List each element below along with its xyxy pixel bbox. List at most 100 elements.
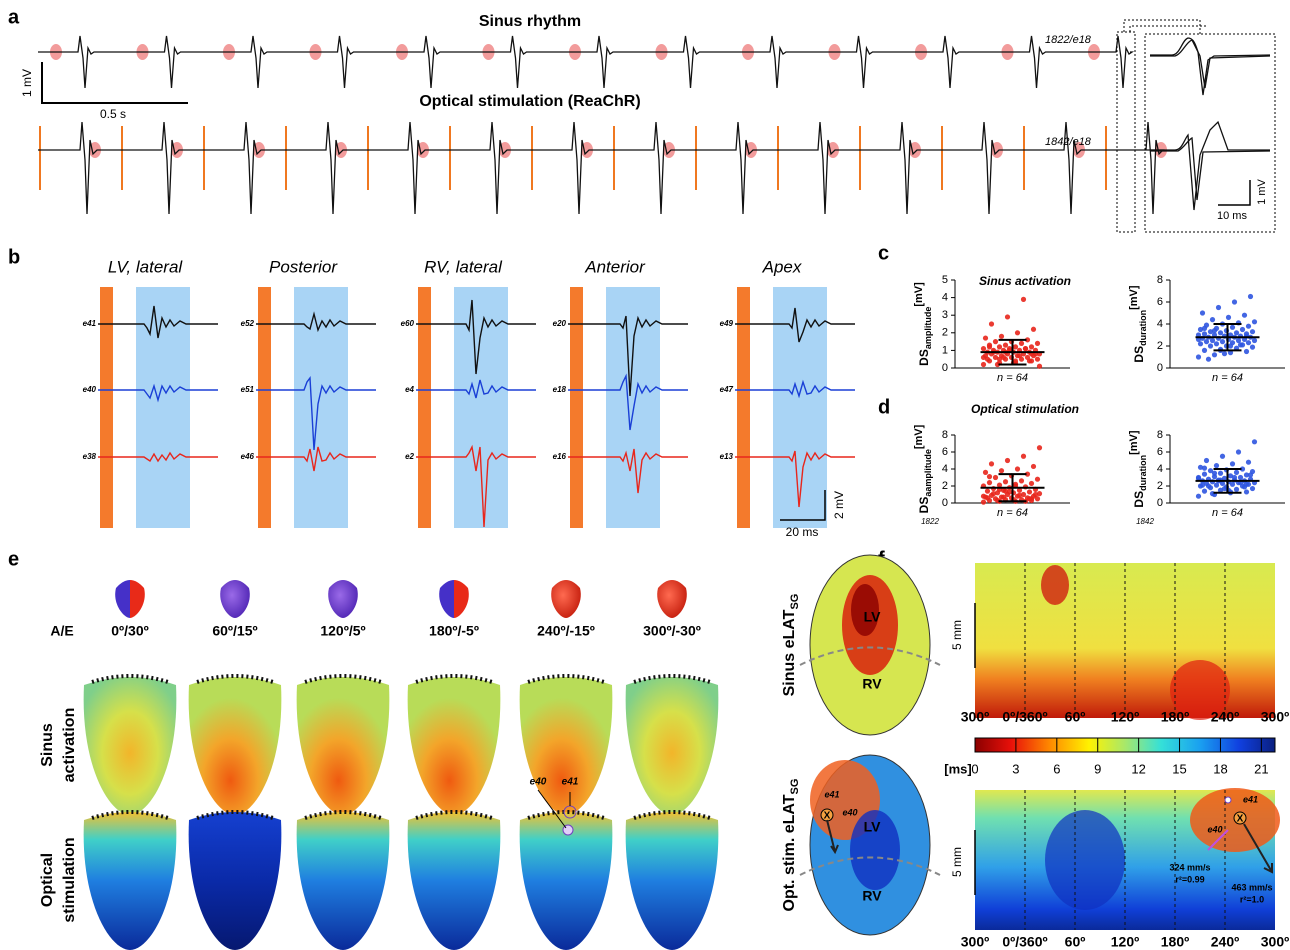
window <box>606 287 660 528</box>
data-point <box>1002 342 1009 348</box>
beat-marker <box>991 142 1003 158</box>
data-point <box>1028 480 1035 487</box>
data-point <box>1243 481 1250 487</box>
data-point <box>1201 465 1208 471</box>
zoom-link <box>1123 19 1206 34</box>
trace-title: Sinus rhythm <box>479 13 581 30</box>
y-label-sub: duration <box>1138 310 1148 346</box>
beat-marker <box>581 142 593 158</box>
inset-trace <box>1150 37 1271 96</box>
heart-map <box>625 677 719 815</box>
column-title: Posterior <box>269 257 338 276</box>
data-point <box>1020 453 1027 459</box>
data-point <box>1024 337 1031 343</box>
x-tick-label: 300º <box>961 709 989 725</box>
data-point <box>1014 466 1021 472</box>
data-point <box>984 488 991 494</box>
colorbar-unit: [ms] <box>944 761 971 776</box>
hot-spot <box>1045 810 1125 910</box>
data-point <box>1197 464 1204 470</box>
angle-label: 120º/5º <box>320 623 365 639</box>
angle-label: 300º/-30º <box>643 623 701 639</box>
y-label-sub: aamplitude <box>923 449 933 497</box>
electrode-label: e46 <box>241 452 255 461</box>
data-point <box>1205 356 1212 362</box>
electrode-label: e4 <box>405 385 414 394</box>
data-point <box>996 356 1003 362</box>
data-point <box>1247 293 1254 300</box>
x-tick-label: 60º <box>1065 934 1086 950</box>
x-tick-label: 300º <box>1261 709 1289 725</box>
annotation: e40 <box>842 807 857 817</box>
scale-label: 2 mV <box>832 491 846 519</box>
data-point <box>1239 326 1246 333</box>
data-point <box>1233 330 1240 336</box>
trace-id: 1822 <box>921 517 939 526</box>
data-point <box>1002 488 1009 494</box>
data-point <box>1201 331 1208 337</box>
colorbar-tick-label: 15 <box>1172 761 1186 776</box>
region-label: RV <box>862 676 882 692</box>
data-point <box>988 321 995 327</box>
scale-label: 5 mm <box>950 620 964 650</box>
heart-map <box>83 677 177 815</box>
trace <box>256 311 376 333</box>
trace <box>568 448 688 494</box>
data-point <box>1002 479 1009 485</box>
data-point <box>1201 347 1208 353</box>
data-point <box>1233 486 1240 492</box>
heart-orientation <box>439 580 469 618</box>
data-point <box>1247 472 1254 478</box>
data-point <box>1197 326 1204 333</box>
heart-orientation <box>115 580 145 618</box>
data-point <box>992 339 999 345</box>
data-point <box>1203 339 1210 345</box>
y-axis-label: DSamplitude[mV] <box>913 282 933 366</box>
data-point <box>996 344 1003 350</box>
y-tick-label: 0 <box>1157 497 1163 509</box>
row-label: activation <box>61 708 78 783</box>
data-point <box>980 346 987 352</box>
data-point <box>1229 481 1236 487</box>
y-label-unit: [mV] <box>1128 285 1140 310</box>
data-point <box>1012 358 1019 364</box>
column-title: Anterior <box>584 257 646 276</box>
stim-bar <box>100 287 113 528</box>
x-tick-label: 60º <box>1065 709 1086 725</box>
heart-map <box>519 812 613 950</box>
scale-label: 5 mm <box>950 847 964 877</box>
y-tick-label: 8 <box>1157 429 1163 441</box>
data-point <box>1213 482 1220 488</box>
annotation: e40 <box>1207 824 1222 834</box>
data-point <box>1245 340 1252 346</box>
heart-map <box>625 812 719 950</box>
electrode-label: e60 <box>401 319 415 328</box>
row-label: Sinus <box>39 723 56 767</box>
beat-marker <box>171 142 183 158</box>
sd-bar <box>998 338 1027 366</box>
trace <box>98 383 218 403</box>
data-point <box>980 354 987 361</box>
window <box>294 287 348 528</box>
electrode-label: e13 <box>720 452 734 461</box>
data-point <box>1249 485 1256 492</box>
x-axis-label: n = 64 <box>997 507 1028 519</box>
beat-marker <box>253 142 265 158</box>
y-label-main: DS <box>917 349 931 366</box>
row-label-main: Sinus eLAT <box>781 609 798 696</box>
inset-trace <box>1150 120 1270 211</box>
y-label-main: DS <box>917 497 931 514</box>
data-point <box>1034 340 1041 346</box>
data-point <box>1026 489 1033 495</box>
trace <box>735 307 855 343</box>
x-tick-label: 120º <box>1111 709 1139 725</box>
trace <box>735 450 855 508</box>
beat-marker <box>89 142 101 158</box>
data-point <box>1219 453 1226 459</box>
electrode-label: e16 <box>553 452 567 461</box>
data-point <box>980 361 987 368</box>
zoom-box <box>1116 31 1136 233</box>
inset-trace <box>1150 136 1271 201</box>
colorbar-tick-label: 9 <box>1094 761 1101 776</box>
y-tick-label: 2 <box>942 327 948 339</box>
